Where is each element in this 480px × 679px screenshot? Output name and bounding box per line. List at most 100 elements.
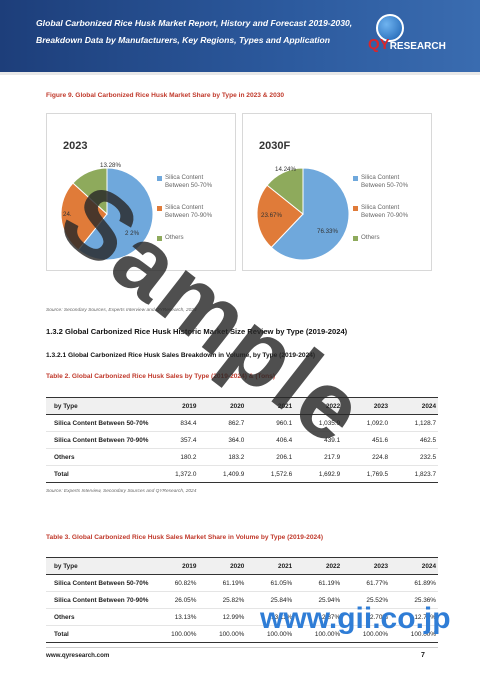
qyresearch-logo: QYRESEARCH: [366, 12, 466, 56]
table-cell: 862.7: [198, 414, 247, 432]
table-cell: 100.00%: [294, 625, 343, 643]
column-header: 2021: [246, 397, 295, 415]
table-cell: 25.36%: [390, 591, 438, 609]
pie-label-70-90-2030: 23.67%: [261, 212, 282, 219]
pie-label-50-70-2023: 2 2%: [125, 230, 140, 237]
table-cell: Silica Content Between 50-70%: [46, 574, 151, 592]
table-cell: 100.00%: [246, 625, 295, 643]
table-cell: 224.8: [342, 448, 391, 466]
table2: by Type 2019 2020 2021 2022 2023 2024 Si…: [46, 397, 438, 483]
table3-title: Table 3. Global Carbonized Rice Husk Sal…: [46, 534, 324, 541]
pie-slice-3: [266, 167, 304, 216]
table-cell: 25.52%: [342, 591, 391, 609]
table-cell: Silica Content Between 70-90%: [46, 431, 151, 449]
table-cell: 13.11%: [246, 608, 295, 626]
legend-swatch: [353, 206, 358, 211]
table-cell: 183.2: [198, 448, 247, 466]
column-header: by Type: [46, 397, 151, 415]
legend-line2: Between 70-90%: [165, 212, 213, 219]
table-cell: 180.2: [150, 448, 199, 466]
column-header: 2023: [342, 397, 391, 415]
logo-text: QYRESEARCH: [368, 36, 446, 53]
header-divider: [0, 72, 480, 75]
section-heading-1-3-2-1: 1.3.2.1 Global Carbonized Rice Husk Sale…: [46, 352, 316, 359]
figure-title: Figure 9. Global Carbonized Rice Husk Ma…: [46, 92, 285, 99]
table-cell: 357.4: [150, 431, 199, 449]
table-cell: 25.94%: [294, 591, 343, 609]
table-cell: 364.0: [198, 431, 247, 449]
table-cell: 12.99%: [198, 608, 247, 626]
legend-line1: Silica Content: [361, 174, 400, 181]
table-row-total: Total 1,372.0 1,409.9 1,572.6 1,692.9 1,769.5…: [46, 465, 438, 483]
pie-slice-1: [77, 167, 154, 261]
report-title-line1: Global Carbonized Rice Husk Market Repor…: [36, 18, 353, 28]
pie-title-2030: 2030F: [259, 140, 291, 152]
pie-panel-2023: 2023 13.28% 24. 2 2% Silica Content Betwe…: [46, 113, 236, 271]
footer-divider: [46, 647, 438, 648]
table3: by Type 2019 2020 2021 2022 2023 2024 Si…: [46, 557, 438, 643]
table-cell: 217.9: [294, 448, 343, 466]
legend-line1: Silica Content: [165, 204, 204, 211]
table-cell: 12.87%: [294, 608, 343, 626]
table-row: Silica Content Between 50-70% 834.4 862.7 9…: [46, 414, 438, 432]
legend-line2: Between 70-90%: [361, 212, 409, 219]
table-cell: Others: [46, 608, 151, 626]
table-cell: 61.19%: [294, 574, 343, 592]
pie-slice-2: [256, 184, 304, 249]
legend-2023: Silica Content Between 50-70% Silica Cont…: [157, 174, 235, 264]
table-cell: 61.89%: [390, 574, 438, 592]
legend-2030: Silica Content Between 50-70% Silica Cont…: [353, 174, 431, 264]
pie-chart-2030: [256, 167, 350, 261]
table-cell: 60.82%: [150, 574, 199, 592]
table-cell: Silica Content Between 70-90%: [46, 591, 151, 609]
table-cell: 61.19%: [198, 574, 247, 592]
table-row: Silica Content Between 50-70% 60.82% 61.19…: [46, 574, 438, 592]
table-cell: 1,692.9: [294, 465, 343, 483]
table-cell: 12.70%: [342, 608, 391, 626]
table-cell: Others: [46, 448, 151, 466]
table-cell: 1,769.5: [342, 465, 391, 483]
column-header: 2024: [390, 397, 438, 415]
legend-item: Others: [353, 234, 431, 264]
table2-title: Table 2. Global Carbonized Rice Husk Sal…: [46, 373, 276, 380]
pie-chart-2023: [60, 167, 154, 261]
table-header-row: by Type 2019 2020 2021 2022 2023 2024: [46, 557, 438, 575]
legend-line1: Others: [361, 234, 380, 241]
pie-slice-3: [72, 167, 108, 216]
legend-swatch: [157, 206, 162, 211]
table-cell: 960.1: [246, 414, 295, 432]
column-header: 2022: [294, 557, 343, 575]
table-cell: 1,409.9: [198, 465, 247, 483]
legend-line2: Between 50-70%: [165, 182, 213, 189]
table-cell: 1,572.6: [246, 465, 295, 483]
table-cell: 439.1: [294, 431, 343, 449]
gii-watermark: www.gii.co.jp: [260, 602, 451, 635]
footer-url[interactable]: www.qyresearch.com: [46, 652, 110, 659]
table-row-total: Total 100.00% 100.00% 100.00% 100.00% 100.00%…: [46, 625, 438, 643]
legend-line1: Others: [165, 234, 184, 241]
table-cell: 25.84%: [246, 591, 295, 609]
column-header: 2019: [150, 397, 199, 415]
legend-swatch: [353, 236, 358, 241]
table-cell: 1,128.7: [390, 414, 438, 432]
pie-label-others-2030: 14.24%: [275, 166, 296, 173]
legend-item: Silica Content Between 70-90%: [353, 204, 431, 234]
pie-title-2023: 2023: [63, 140, 88, 152]
globe-icon: [376, 14, 404, 42]
column-header: 2021: [246, 557, 295, 575]
report-title-line2: Breakdown Data by Manufacturers, Key Reg…: [36, 35, 330, 45]
table-cell: Silica Content Between 50-70%: [46, 414, 151, 432]
logo-text-qy: QY: [368, 36, 390, 53]
logo-text-research: RESEARCH: [389, 41, 446, 52]
table-cell: 100.00%: [390, 625, 438, 643]
pie-label-others-2023: 13.28%: [100, 162, 121, 169]
table-cell: 61.77%: [342, 574, 391, 592]
table-cell: 1,092.0: [342, 414, 391, 432]
pie-label-70-90-2023: 24.: [63, 211, 72, 218]
column-header: by Type: [46, 557, 151, 575]
table-cell: 100.00%: [342, 625, 391, 643]
table-cell: 834.4: [150, 414, 199, 432]
table-cell: 451.6: [342, 431, 391, 449]
legend-line2: Between 50-70%: [361, 182, 409, 189]
table-cell: 462.5: [390, 431, 438, 449]
